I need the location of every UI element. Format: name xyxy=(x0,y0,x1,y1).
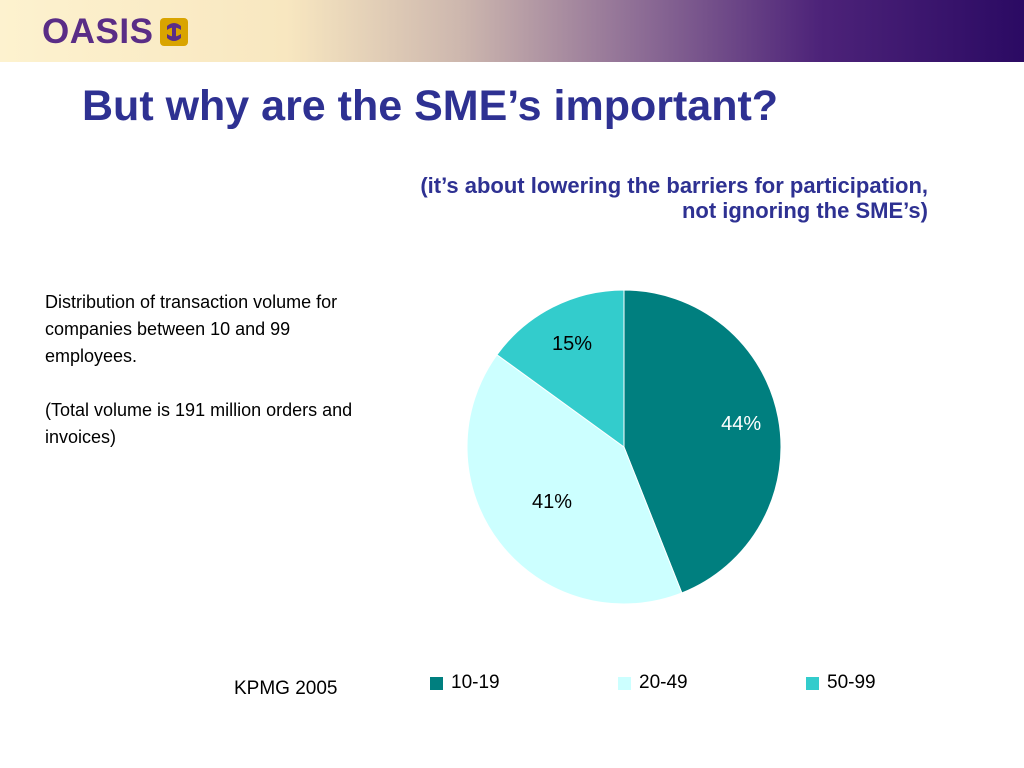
slice-label-10-19: 44% xyxy=(721,413,761,435)
legend-label-20-49: 20-49 xyxy=(639,672,688,693)
chart-legend: 10-19 20-49 50-99 xyxy=(430,672,950,702)
legend-swatch-50-99 xyxy=(806,676,819,690)
legend-swatch-20-49 xyxy=(618,676,631,690)
source-citation: KPMG 2005 xyxy=(234,678,338,699)
pie-chart: 44% 41% 15% xyxy=(466,289,782,605)
legend-label-10-19: 10-19 xyxy=(451,672,500,693)
oasis-mark-icon xyxy=(160,18,189,46)
legend-swatch-10-19 xyxy=(430,676,443,690)
slice-label-20-49: 41% xyxy=(532,491,572,513)
slide-subtitle: (it’s about lowering the barriers for pa… xyxy=(168,173,928,223)
pie-slice-10-19 xyxy=(623,289,782,594)
chart-description: Distribution of transaction volume for c… xyxy=(45,289,375,478)
subtitle-line-2: not ignoring the SME’s) xyxy=(681,198,928,223)
legend-item-10-19: 10-19 xyxy=(430,672,500,694)
pie-slice-50-99 xyxy=(496,289,625,448)
description-paragraph-2: (Total volume is 191 million orders and … xyxy=(45,400,353,447)
oasis-logo: OASIS xyxy=(42,14,189,50)
legend-label-50-99: 50-99 xyxy=(827,672,876,693)
logo-text: OASIS xyxy=(42,12,154,51)
legend-item-50-99: 50-99 xyxy=(806,672,876,694)
slice-label-50-99: 15% xyxy=(552,333,592,355)
slide-title: But why are the SME’s important? xyxy=(82,82,779,130)
subtitle-line-1: (it’s about lowering the barriers for pa… xyxy=(420,173,928,198)
pie-slice-20-49 xyxy=(466,354,683,605)
description-paragraph-1: Distribution of transaction volume for c… xyxy=(45,292,338,366)
legend-item-20-49: 20-49 xyxy=(618,672,688,694)
